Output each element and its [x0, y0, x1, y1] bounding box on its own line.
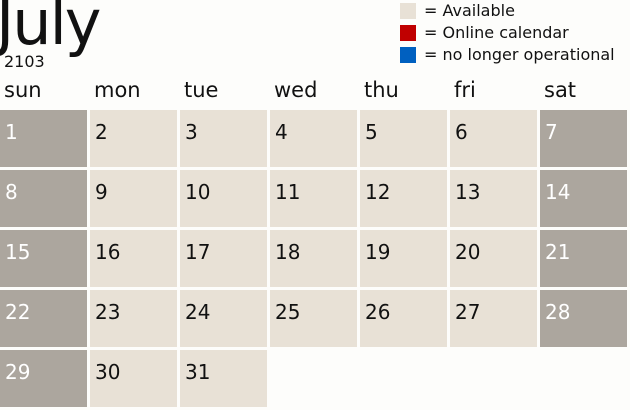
- day-cell[interactable]: 25: [270, 290, 357, 347]
- day-number: 21: [545, 240, 571, 264]
- day-number: 19: [365, 240, 391, 264]
- legend-label: = no longer operational: [424, 45, 615, 64]
- day-cell[interactable]: 30: [90, 350, 177, 407]
- weekday-header-mon: mon: [94, 78, 141, 102]
- day-number: 1: [5, 120, 18, 144]
- weekday-header-sun: sun: [4, 78, 42, 102]
- day-cell[interactable]: 26: [360, 290, 447, 347]
- day-cell[interactable]: 24: [180, 290, 267, 347]
- day-cell[interactable]: 18: [270, 230, 357, 287]
- day-number: 5: [365, 120, 378, 144]
- day-cell[interactable]: 6: [450, 110, 537, 167]
- legend-item-nonoperational: = no longer operational: [400, 44, 615, 66]
- day-cell[interactable]: 10: [180, 170, 267, 227]
- day-cell[interactable]: 13: [450, 170, 537, 227]
- weekday-header-sat: sat: [544, 78, 577, 102]
- day-cell[interactable]: 1: [0, 110, 87, 167]
- day-cell[interactable]: 31: [180, 350, 267, 407]
- day-cell[interactable]: 29: [0, 350, 87, 407]
- day-cell[interactable]: 23: [90, 290, 177, 347]
- weekday-header-tue: tue: [184, 78, 219, 102]
- month-title: July: [0, 0, 101, 59]
- day-number: 13: [455, 180, 481, 204]
- day-cell[interactable]: 27: [450, 290, 537, 347]
- day-number: 25: [275, 300, 301, 324]
- day-number: 24: [185, 300, 211, 324]
- day-cell[interactable]: 14: [540, 170, 627, 227]
- day-number: 4: [275, 120, 288, 144]
- day-cell[interactable]: 9: [90, 170, 177, 227]
- day-cell[interactable]: 12: [360, 170, 447, 227]
- day-number: 6: [455, 120, 468, 144]
- day-number: 23: [95, 300, 121, 324]
- legend-item-available: = Available: [400, 0, 615, 22]
- day-cell[interactable]: 19: [360, 230, 447, 287]
- weekday-header-wed: wed: [274, 78, 318, 102]
- day-number: 31: [185, 360, 211, 384]
- day-number: 16: [95, 240, 121, 264]
- day-cell[interactable]: 22: [0, 290, 87, 347]
- online-swatch: [400, 25, 416, 41]
- legend-label: = Online calendar: [424, 23, 569, 42]
- day-number: 18: [275, 240, 301, 264]
- legend-item-online: = Online calendar: [400, 22, 615, 44]
- day-number: 12: [365, 180, 391, 204]
- day-cell[interactable]: 17: [180, 230, 267, 287]
- day-number: 9: [95, 180, 108, 204]
- day-cell[interactable]: 11: [270, 170, 357, 227]
- day-number: 15: [5, 240, 31, 264]
- available-swatch: [400, 3, 416, 19]
- day-number: 29: [5, 360, 31, 384]
- day-number: 30: [95, 360, 121, 384]
- day-cell[interactable]: 7: [540, 110, 627, 167]
- legend: = Available = Online calendar = no longe…: [400, 0, 615, 66]
- day-number: 26: [365, 300, 391, 324]
- day-cell[interactable]: 15: [0, 230, 87, 287]
- day-cell[interactable]: 28: [540, 290, 627, 347]
- day-number: 17: [185, 240, 211, 264]
- day-cell[interactable]: 3: [180, 110, 267, 167]
- day-cell[interactable]: 2: [90, 110, 177, 167]
- day-number: 28: [545, 300, 571, 324]
- day-number: 14: [545, 180, 571, 204]
- day-number: 20: [455, 240, 481, 264]
- legend-label: = Available: [424, 1, 515, 20]
- day-number: 10: [185, 180, 211, 204]
- nonoperational-swatch: [400, 47, 416, 63]
- day-number: 7: [545, 120, 558, 144]
- day-number: 8: [5, 180, 18, 204]
- day-number: 2: [95, 120, 108, 144]
- day-cell[interactable]: 20: [450, 230, 537, 287]
- day-cell[interactable]: 21: [540, 230, 627, 287]
- day-cell[interactable]: 8: [0, 170, 87, 227]
- weekday-header-thu: thu: [364, 78, 399, 102]
- weekday-header-fri: fri: [454, 78, 476, 102]
- day-cell[interactable]: 4: [270, 110, 357, 167]
- day-cell[interactable]: 16: [90, 230, 177, 287]
- day-number: 11: [275, 180, 301, 204]
- day-number: 3: [185, 120, 198, 144]
- year-label: 2103: [4, 52, 45, 71]
- day-number: 27: [455, 300, 481, 324]
- day-cell[interactable]: 5: [360, 110, 447, 167]
- day-number: 22: [5, 300, 31, 324]
